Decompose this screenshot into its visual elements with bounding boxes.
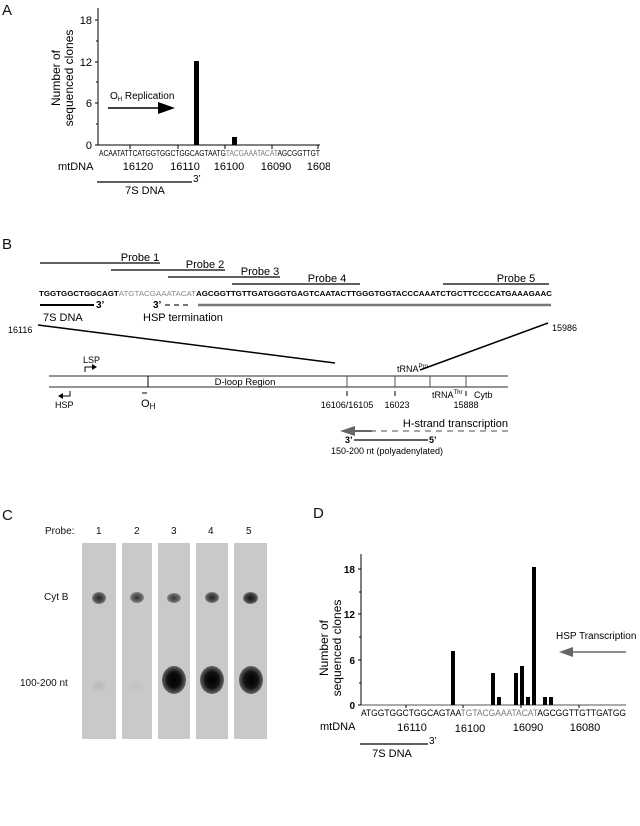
hsp-transcription-arrow-icon [559, 647, 573, 657]
panel-b-label: B [2, 236, 13, 253]
svg-text:16080: 16080 [570, 722, 601, 734]
svg-text:12: 12 [344, 610, 356, 621]
svg-text:Probe 5: Probe 5 [497, 273, 536, 285]
blot-lane-1 [82, 543, 116, 739]
replication-arrow-icon [158, 102, 175, 114]
lane-label-4: 4 [208, 526, 214, 537]
lsp-arrow-icon [84, 366, 92, 372]
small-rna-band [162, 666, 186, 694]
cytb-band [205, 592, 219, 603]
svg-text:6: 6 [349, 656, 355, 667]
svg-text:16080: 16080 [307, 161, 330, 173]
svg-text:0: 0 [86, 140, 92, 152]
bar-a-16106 [194, 61, 199, 145]
svg-text:OH Replication: OH Replication [110, 91, 174, 103]
svg-text:150-200 nt (polyadenylated): 150-200 nt (polyadenylated) [331, 446, 443, 456]
lane-label-2: 2 [134, 526, 140, 537]
svg-text:6: 6 [86, 98, 92, 110]
svg-text:Probe 1: Probe 1 [121, 252, 160, 264]
svg-text:ACAATATTCATGGTGGCTGGCAGTAATGTA: ACAATATTCATGGTGGCTGGCAGTAATGTACGAAATACAT… [99, 149, 320, 158]
hsp-arrow-icon [63, 391, 71, 397]
panel-b-diagram: Probe 1 Probe 2 Probe 3 Probe 4 Probe 5 … [8, 252, 577, 456]
svg-text:3’: 3’ [193, 174, 201, 185]
svg-text:16090: 16090 [513, 722, 544, 734]
svg-text:Probe 3: Probe 3 [241, 266, 280, 278]
small-rna-band [130, 680, 144, 692]
lane-label-3: 3 [171, 526, 177, 537]
lane-label-1: 1 [96, 526, 102, 537]
svg-text:Cytb: Cytb [474, 390, 493, 400]
small-rna-band [200, 666, 224, 694]
svg-text:15888: 15888 [453, 400, 478, 410]
svg-text:0: 0 [349, 701, 355, 712]
cytb-band [167, 593, 181, 603]
svg-text:16110: 16110 [170, 161, 200, 173]
panel-c-label: C [2, 507, 13, 524]
svg-text:16110: 16110 [397, 722, 427, 734]
svg-text:sequenced clones: sequenced clones [62, 30, 76, 127]
blot-lane-2 [122, 543, 152, 739]
svg-text:Probe 4: Probe 4 [308, 273, 347, 285]
lane-label-5: 5 [246, 526, 252, 537]
svg-text:tRNAPro: tRNAPro [397, 364, 429, 374]
svg-text:OH: OH [141, 398, 156, 411]
panel-a-label: A [2, 2, 13, 19]
svg-text:12: 12 [80, 57, 92, 69]
h-strand-arrow-icon [340, 426, 355, 436]
blot-lane-5 [234, 543, 267, 739]
svg-text:16106/16105: 16106/16105 [321, 400, 374, 410]
svg-text:H-strand transcription: H-strand transcription [403, 418, 508, 430]
small-rna-band [92, 680, 106, 692]
svg-text:tRNAThr: tRNAThr [432, 390, 463, 400]
row-label-small-rna: 100-200 nt [20, 678, 68, 689]
svg-text:mtDNA: mtDNA [58, 161, 94, 173]
svg-text:D-loop Region: D-loop Region [215, 377, 276, 388]
svg-text:Number of: Number of [49, 49, 63, 106]
bar-a-16101 [232, 137, 237, 145]
blot-lane-3 [158, 543, 190, 739]
probe-header: Probe: [45, 526, 75, 537]
svg-text:HSP: HSP [55, 400, 74, 410]
svg-text:16023: 16023 [384, 400, 409, 410]
cytb-band [243, 592, 258, 604]
svg-text:18: 18 [344, 565, 356, 576]
svg-text:HSP termination: HSP termination [143, 312, 223, 324]
svg-text:16100: 16100 [214, 161, 245, 173]
svg-text:16090: 16090 [261, 161, 292, 173]
svg-text:3’: 3’ [153, 300, 162, 311]
svg-text:15986: 15986 [552, 323, 577, 333]
svg-text:16100: 16100 [455, 723, 486, 735]
svg-text:18: 18 [80, 15, 92, 27]
svg-text:3’: 3’ [345, 435, 353, 445]
svg-text:5’: 5’ [429, 435, 437, 445]
svg-text:3’: 3’ [96, 300, 105, 311]
svg-text:LSP: LSP [83, 355, 100, 365]
small-rna-band [239, 666, 263, 694]
blot-lane-4 [196, 543, 228, 739]
svg-text:3’: 3’ [429, 736, 437, 747]
row-label-cytb: Cyt B [44, 592, 69, 603]
panel-a-chart: 0 6 12 18 Number of sequenced clones OH … [49, 8, 330, 197]
svg-text:7S DNA: 7S DNA [372, 748, 412, 760]
cytb-band [130, 592, 144, 603]
svg-text:mtDNA: mtDNA [320, 721, 356, 733]
cytb-band [92, 592, 106, 604]
svg-text:16116: 16116 [8, 325, 32, 335]
svg-text:HSP Transcription: HSP Transcription [556, 631, 636, 642]
panel-d-chart: 0 6 12 18 Number of sequenced clones HSP… [317, 554, 636, 760]
svg-text:ATGGTGGCTGGCAGTAATGTACGAAATACA: ATGGTGGCTGGCAGTAATGTACGAAATACATAGCGGTTGT… [361, 708, 626, 718]
svg-text:7S DNA: 7S DNA [125, 185, 165, 197]
panel-d-label: D [313, 505, 324, 522]
svg-text:16120: 16120 [123, 161, 154, 173]
svg-text:Probe 2: Probe 2 [186, 259, 225, 271]
svg-text:sequenced clones: sequenced clones [330, 600, 344, 697]
svg-text:Number of: Number of [317, 619, 331, 676]
svg-text:7S DNA: 7S DNA [43, 312, 83, 324]
